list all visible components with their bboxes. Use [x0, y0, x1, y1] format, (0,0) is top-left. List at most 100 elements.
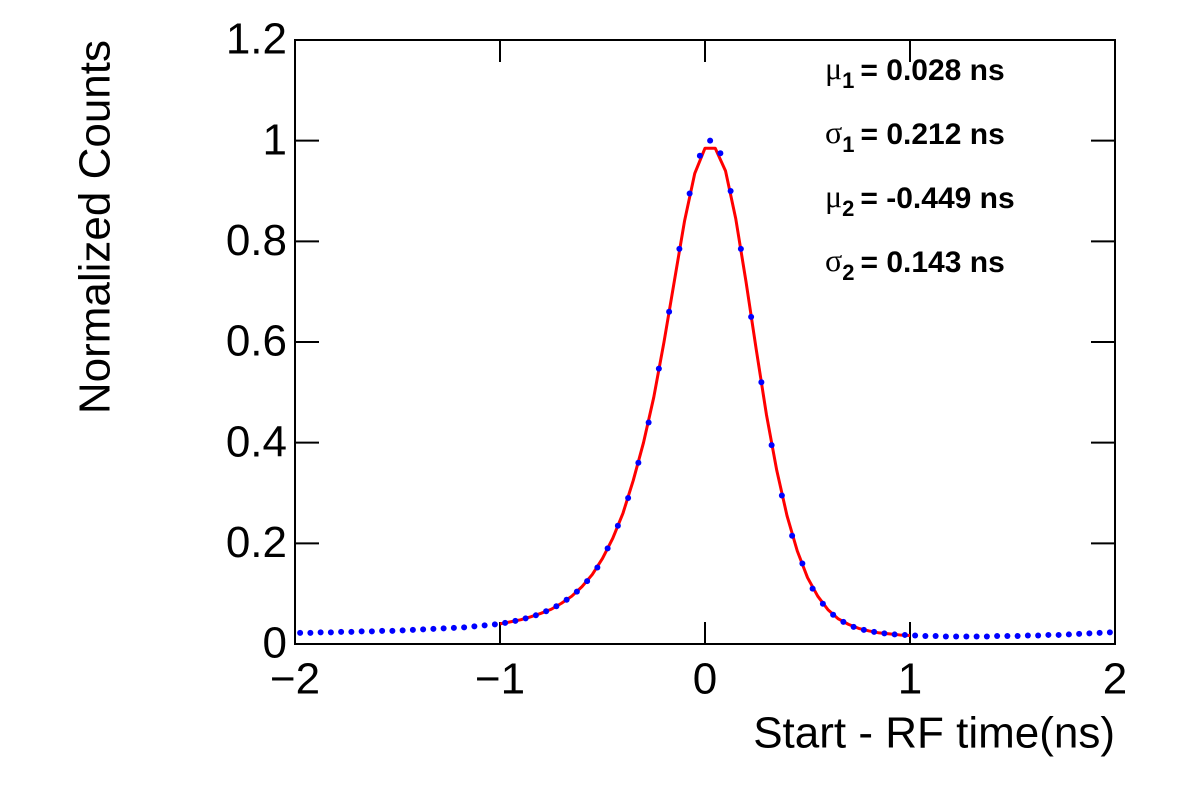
- data-point: [399, 627, 406, 634]
- annotation-subscript: 1: [842, 68, 854, 93]
- data-point: [409, 626, 416, 633]
- data-point: [532, 612, 539, 619]
- data-point: [440, 625, 447, 632]
- data-point: [1055, 631, 1062, 638]
- data-point: [942, 633, 949, 640]
- data-point: [676, 245, 683, 252]
- y-tick-label: 0.8: [226, 216, 287, 265]
- data-point: [707, 137, 714, 144]
- y-tick-label: 0: [263, 619, 287, 668]
- data-point: [1076, 630, 1083, 637]
- y-tick-label: 0.4: [226, 417, 287, 466]
- data-point: [922, 632, 929, 639]
- data-point: [604, 545, 611, 552]
- data-point: [871, 628, 878, 635]
- data-point: [358, 628, 365, 635]
- x-tick-label: 1: [898, 655, 922, 704]
- data-point: [420, 626, 427, 633]
- data-point: [717, 150, 724, 157]
- data-point: [573, 588, 580, 595]
- annotation: σ1 = 0.212 ns: [825, 114, 1005, 156]
- data-point: [655, 365, 662, 372]
- data-point: [994, 632, 1001, 639]
- data-point: [1096, 629, 1103, 636]
- data-point: [778, 492, 785, 499]
- data-point: [809, 585, 816, 592]
- data-point: [819, 600, 826, 607]
- data-point: [1035, 632, 1042, 639]
- data-point: [471, 623, 478, 630]
- annotation-symbol: μ: [825, 50, 842, 86]
- data-point: [594, 564, 601, 571]
- data-point: [891, 631, 898, 638]
- data-point: [686, 190, 693, 197]
- data-point: [502, 619, 509, 626]
- data-point: [963, 633, 970, 640]
- data-point: [1014, 632, 1021, 639]
- annotation-symbol: σ: [825, 242, 842, 278]
- data-point: [768, 442, 775, 449]
- data-point: [1024, 632, 1031, 639]
- annotation-symbol: μ: [825, 178, 842, 214]
- y-tick-label: 0.6: [226, 317, 287, 366]
- data-point: [461, 624, 468, 631]
- data-point: [553, 603, 560, 610]
- data-point: [983, 633, 990, 640]
- x-tick-label: 0: [693, 655, 717, 704]
- data-point: [635, 459, 642, 466]
- data-point: [748, 313, 755, 320]
- data-point: [932, 632, 939, 639]
- annotation-text: = 0.143 ns: [861, 246, 1005, 279]
- data-point: [799, 560, 806, 567]
- annotation-text: = -0.449 ns: [860, 182, 1014, 215]
- fit-line: [499, 146, 911, 637]
- data-point: [450, 624, 457, 631]
- data-point: [348, 628, 355, 635]
- x-tick-label: −1: [475, 655, 525, 704]
- data-point: [430, 625, 437, 632]
- y-tick-label: 1.2: [226, 15, 287, 64]
- data-point: [901, 631, 908, 638]
- data-point: [307, 629, 314, 636]
- data-point: [1004, 632, 1011, 639]
- annotation-text: = 0.212 ns: [861, 118, 1005, 151]
- data-point: [327, 629, 334, 636]
- y-tick-label: 1: [263, 115, 287, 164]
- data-point: [522, 615, 529, 622]
- annotation: σ2 = 0.143 ns: [825, 242, 1005, 284]
- data-point: [860, 626, 867, 633]
- data-point: [912, 632, 919, 639]
- data-point: [881, 630, 888, 637]
- x-axis-title: Start - RF time(ns): [753, 709, 1115, 758]
- data-point: [830, 611, 837, 618]
- x-tick-label: −2: [270, 655, 320, 704]
- x-tick-label: 2: [1103, 655, 1127, 704]
- data-point: [338, 628, 345, 635]
- data-point: [789, 532, 796, 539]
- data-point: [840, 618, 847, 625]
- data-point: [696, 152, 703, 159]
- data-point: [512, 617, 519, 624]
- data-point: [1045, 631, 1052, 638]
- data-point: [737, 245, 744, 252]
- data-point: [1106, 629, 1113, 636]
- data-point: [727, 188, 734, 194]
- data-point: [1086, 630, 1093, 637]
- data-point: [850, 623, 857, 630]
- data-point: [563, 596, 570, 603]
- data-point: [758, 379, 765, 386]
- data-point: [317, 629, 324, 636]
- data-point: [368, 628, 375, 635]
- data-point: [953, 633, 960, 640]
- data-point: [584, 578, 591, 585]
- annotation-subscript: 1: [842, 132, 854, 157]
- data-point: [297, 629, 304, 636]
- data-point: [481, 622, 488, 629]
- data-point: [614, 522, 621, 529]
- annotation: μ2 = -0.449 ns: [825, 178, 1015, 220]
- data-point: [491, 621, 498, 628]
- data-point: [1065, 631, 1072, 638]
- annotation-text: = 0.028 ns: [860, 54, 1004, 87]
- annotation-subscript: 2: [842, 196, 854, 221]
